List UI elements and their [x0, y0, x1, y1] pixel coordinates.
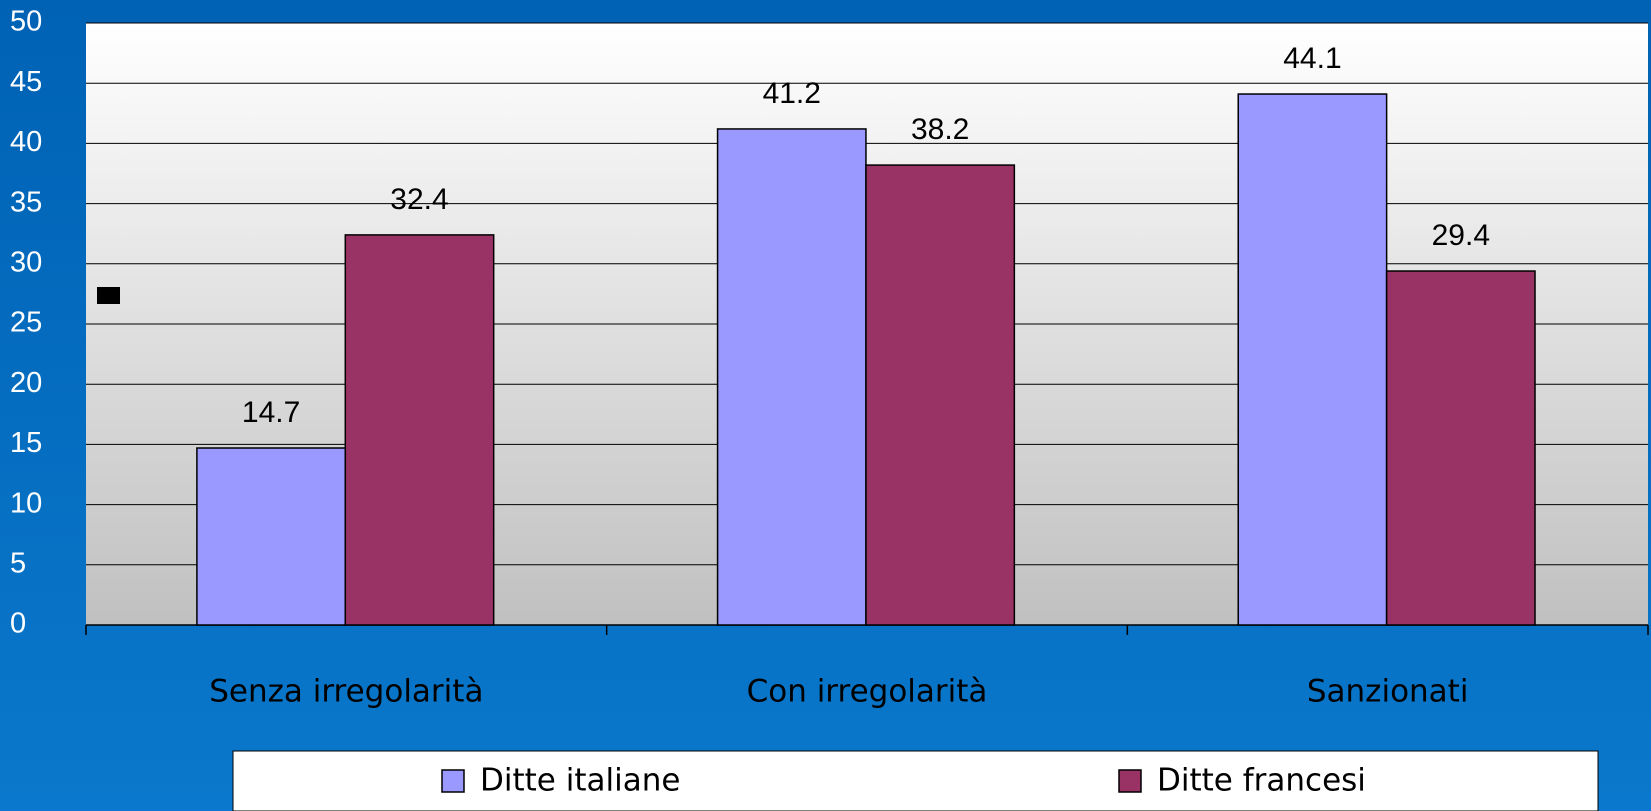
x-tick-label: Con irregolarità — [747, 674, 988, 710]
x-tick-label: Sanzionati — [1307, 674, 1469, 710]
legend-label: Ditte francesi — [1157, 763, 1366, 799]
y-tick-label: 20 — [10, 367, 42, 399]
value-label: 32.4 — [390, 183, 448, 216]
legend-swatch — [1118, 769, 1142, 793]
legend-swatch — [441, 769, 465, 793]
bar — [1385, 270, 1536, 626]
bar — [196, 447, 347, 626]
value-label: 14.7 — [242, 396, 300, 429]
y-tick-label: 10 — [10, 487, 42, 519]
y-tick-label: 40 — [10, 126, 42, 158]
y-tick-label: 5 — [10, 547, 26, 579]
y-tick-label: 35 — [10, 186, 42, 218]
marker — [97, 287, 120, 304]
value-label: 29.4 — [1432, 219, 1490, 252]
y-tick-label: 30 — [10, 246, 42, 278]
x-tick-label: Senza irregolarità — [209, 674, 483, 710]
value-label: 41.2 — [763, 77, 821, 110]
bar — [865, 164, 1016, 626]
bar — [716, 128, 867, 626]
y-tick-label: 25 — [10, 307, 42, 339]
bar — [1237, 93, 1388, 626]
bar — [344, 234, 495, 626]
legend-label: Ditte italiane — [480, 763, 680, 799]
y-tick-label: 45 — [10, 66, 42, 98]
y-tick-label: 15 — [10, 427, 42, 459]
value-label: 44.1 — [1283, 42, 1341, 75]
legend — [232, 750, 1599, 811]
y-tick-label: 50 — [10, 6, 42, 38]
y-tick-label: 0 — [10, 608, 26, 640]
value-label: 38.2 — [911, 113, 969, 146]
